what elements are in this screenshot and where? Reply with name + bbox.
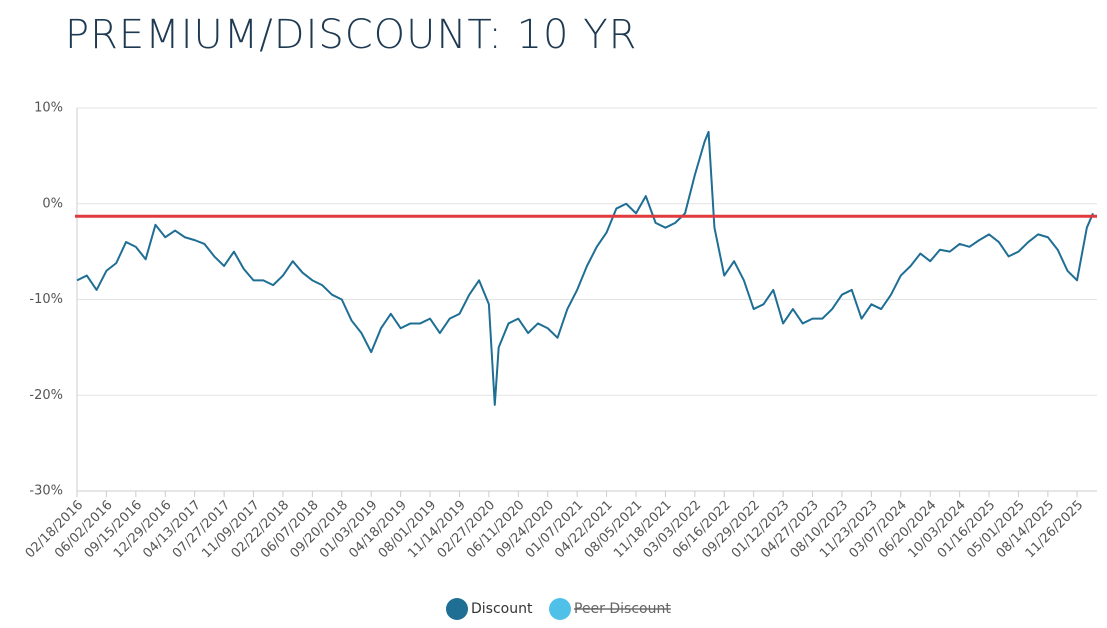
- data-line: [76, 130, 1094, 406]
- y-tick-label: -10%: [29, 292, 63, 307]
- legend-label[interactable]: Peer Discount: [574, 601, 671, 617]
- legend-marker: [549, 598, 571, 620]
- chart-title: PREMIUM/DISCOUNT: 10 YR: [65, 12, 637, 58]
- y-tick-label: 10%: [34, 101, 63, 116]
- legend-label[interactable]: Discount: [471, 601, 533, 617]
- y-tick-label: 0%: [42, 196, 63, 211]
- y-tick-label: -20%: [29, 388, 63, 403]
- y-tick-label: -30%: [29, 484, 63, 499]
- legend-marker: [446, 598, 468, 620]
